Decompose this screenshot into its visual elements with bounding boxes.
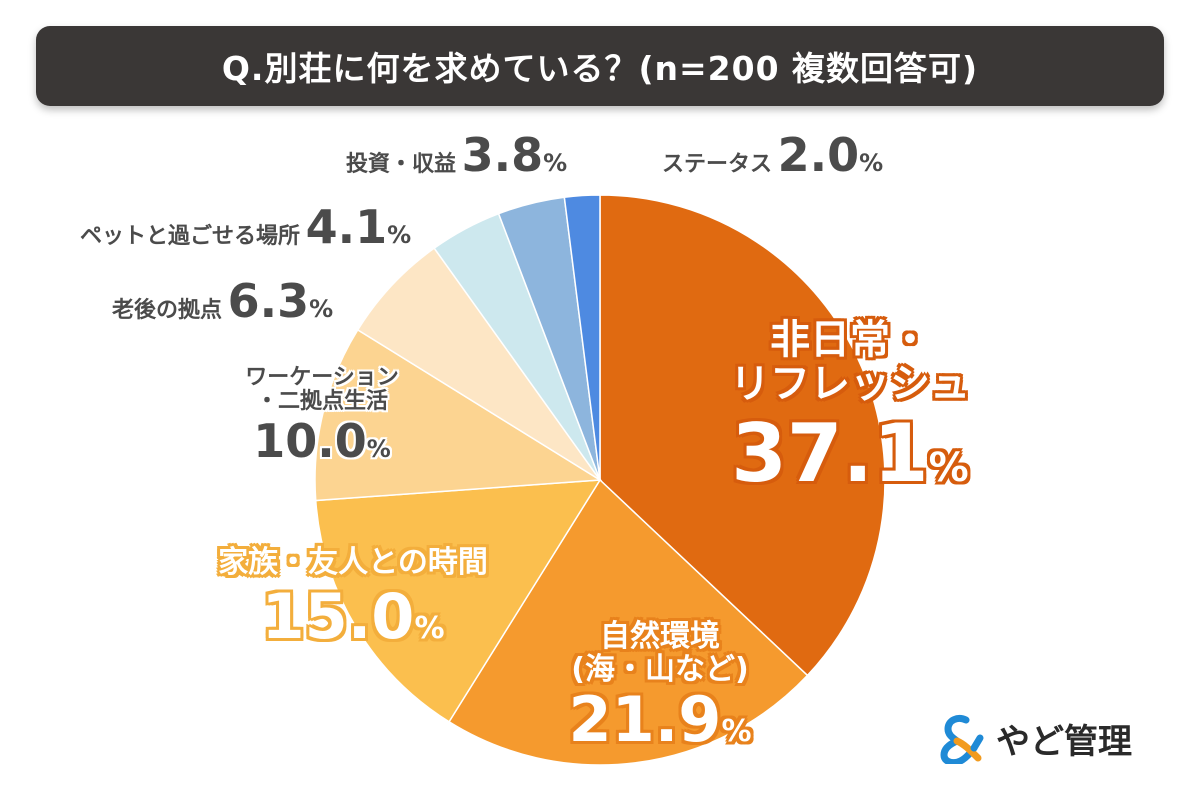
brand-logo: やど管理: [936, 712, 1132, 764]
slice-value-workation: 10.0: [253, 414, 367, 469]
slice-value-status: 2.0: [777, 128, 860, 182]
slice-unit-nature: %: [721, 714, 752, 749]
slice-value-pet: 4.1: [305, 200, 388, 254]
slice-label-nature: 自然環境 (海・山など) 21.9%: [540, 620, 780, 754]
slice-label-retirement: 老後の拠点 6.3%: [112, 276, 412, 327]
slice-name-workation-line1: ワーケーション: [245, 365, 399, 390]
slice-unit-refresh: %: [928, 445, 969, 491]
slice-unit-family: %: [414, 611, 445, 646]
slice-name-nature-line2: (海・山など): [571, 652, 749, 687]
slice-value-investment: 3.8: [461, 128, 544, 182]
slice-unit-workation: %: [366, 435, 391, 464]
pie-slice-7: [563, 194, 601, 481]
slice-label-refresh: 非日常・ リフレッシュ 37.1%: [700, 318, 1000, 498]
slice-name-nature-line1: 自然環境: [600, 619, 720, 654]
pie-slice-2: [314, 479, 602, 723]
slice-name-status: ステータス: [662, 152, 773, 177]
slice-value-retirement: 6.3: [227, 274, 310, 328]
slice-unit-retirement: %: [309, 295, 334, 323]
slice-unit-status: %: [859, 149, 884, 177]
slice-label-family: 家族・友人との時間 15.0%: [188, 546, 518, 651]
slice-name-retirement: 老後の拠点: [112, 298, 223, 323]
pie-slice-4: [356, 247, 601, 481]
brand-name: やど管理: [996, 721, 1132, 762]
pie-slice-0: [599, 194, 886, 677]
slice-name-pet: ペットと過ごせる場所: [80, 224, 301, 249]
slice-label-status: ステータス 2.0%: [662, 130, 962, 181]
slice-name-refresh-line2: リフレッシュ: [730, 361, 970, 407]
slice-value-family: 15.0: [261, 580, 415, 653]
slice-name-refresh-line1: 非日常・: [770, 317, 930, 363]
slice-value-nature: 21.9: [568, 683, 722, 756]
slice-name-family: 家族・友人との時間: [218, 545, 488, 580]
pie-slice-1: [448, 478, 809, 766]
slice-name-investment: 投資・収益: [346, 152, 457, 177]
pie-slices: [314, 194, 886, 766]
title-bar: Q.別荘に何を求めている？(n=200 複数回答可): [36, 26, 1164, 106]
chart-title: Q.別荘に何を求めている？(n=200 複数回答可): [221, 49, 979, 88]
slice-unit-investment: %: [543, 149, 568, 177]
slice-value-refresh: 37.1: [731, 407, 929, 500]
slice-label-workation: ワーケーション ・二拠点生活 10.0%: [222, 365, 422, 469]
slice-name-workation-line2: ・二拠点生活: [255, 389, 388, 415]
slice-label-investment: 投資・収益 3.8%: [346, 130, 646, 181]
slice-label-pet: ペットと過ごせる場所 4.1%: [80, 202, 540, 253]
slice-unit-pet: %: [387, 221, 412, 249]
pie-slice-3: [314, 328, 603, 502]
brand-logo-mark: [940, 714, 984, 764]
